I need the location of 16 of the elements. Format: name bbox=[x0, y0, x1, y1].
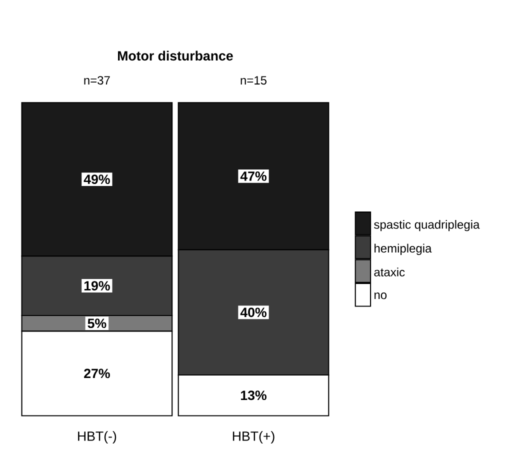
legend-label: no bbox=[374, 292, 387, 300]
x-tick-label: HBT(+) bbox=[232, 431, 274, 444]
text: n=15 bbox=[240, 76, 266, 85]
text: n=37 bbox=[84, 76, 110, 85]
chart-title: Motor disturbance bbox=[118, 50, 233, 61]
legend-label: ataxic bbox=[374, 268, 405, 277]
data-label: 47% bbox=[240, 172, 266, 182]
data-label: 19% bbox=[84, 281, 110, 291]
data-label: 27% bbox=[84, 368, 110, 378]
data-label: 40% bbox=[240, 308, 266, 318]
data-label: 13% bbox=[241, 390, 266, 400]
legend-label: hemiplegia bbox=[374, 244, 432, 256]
x-tick-label: HBT(-) bbox=[78, 431, 116, 444]
data-label: 49% bbox=[84, 174, 110, 184]
legend-label: spastic quadriplegia bbox=[374, 220, 480, 232]
data-label: 5% bbox=[88, 318, 106, 328]
